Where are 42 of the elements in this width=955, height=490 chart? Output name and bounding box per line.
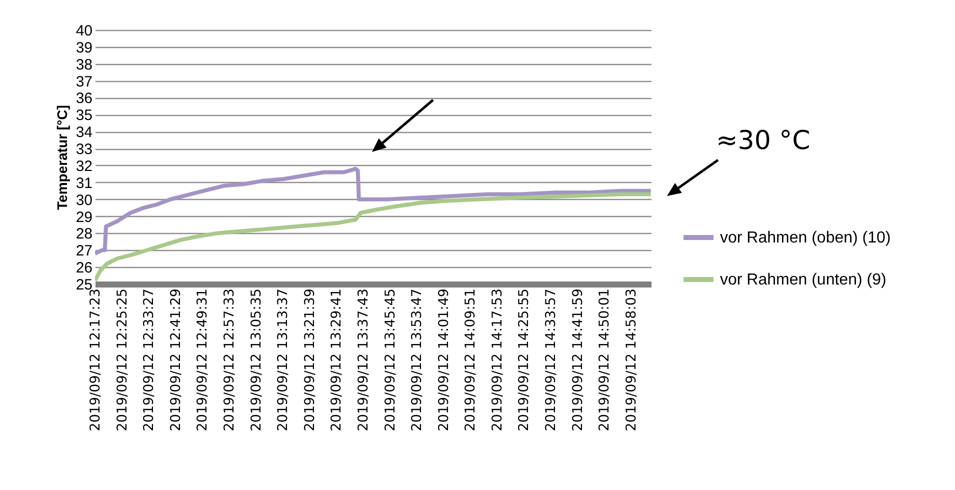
x-tick-label: 2019/09/12 12:33:27 [141,288,158,432]
x-tick-label: 2019/09/12 13:05:35 [248,288,264,432]
x-tick-label: 2019/09/12 14:33:57 [543,288,560,432]
text: ≈30 °C [716,126,810,156]
y-axis-title: Temperatur [°C] [54,105,70,210]
x-tick-label: 2019/09/12 12:57:33 [221,288,238,432]
y-tick-label: 26 [76,260,92,277]
x-tick-label: 2019/09/12 12:25:25 [114,288,130,432]
x-tick-label: 2019/09/12 14:25:55 [516,288,532,432]
y-tick-label: 35 [76,107,92,124]
x-tick-label: 2019/09/12 14:41:59 [570,288,586,432]
y-tick-label: 36 [76,90,92,108]
y-tick-label: 40 [76,22,92,40]
y-tick-label: 37 [76,73,92,90]
y-tick-label: 34 [76,124,92,142]
x-tick-label: 2019/09/12 14:09:51 [462,288,479,432]
y-tick-label: 31 [76,174,92,192]
x-tick-label: 2019/09/12 14:17:53 [489,288,506,432]
legend-label: vor Rahmen (unten) (9) [720,272,886,288]
x-tick-label: 2019/09/12 13:37:43 [355,288,372,432]
y-tick-label: 39 [76,39,92,56]
y-tick-label: 30 [76,192,92,209]
x-tick-label: 2019/09/12 12:41:29 [168,288,184,432]
y-tick-label: 27 [76,242,92,260]
x-tick-label: 2019/09/12 12:17:23 [88,288,104,432]
x-tick-label: 2019/09/12 13:53:47 [409,288,426,432]
legend-label: vor Rahmen (oben) (10) [720,230,891,246]
x-tick-label: 2019/09/12 14:01:49 [436,288,452,432]
y-tick-label: 33 [76,141,92,158]
line-series [95,192,651,283]
y-tick-label: 32 [76,158,92,175]
y-tick-label: 38 [76,56,92,74]
x-tick-label: 2019/09/12 14:58:03 [623,288,640,432]
x-tick-label: 2019/09/12 13:45:45 [382,288,398,432]
y-tick-label: 28 [76,226,92,243]
line-series [95,166,651,256]
y-tick-label: 29 [76,208,92,226]
x-tick-label: 2019/09/12 13:13:37 [275,288,292,432]
x-tick-label: 2019/09/12 13:21:39 [302,288,318,432]
x-tick-label: 2019/09/12 13:29:41 [328,288,345,432]
x-tick-label: 2019/09/12 14:50:01 [596,288,613,432]
x-tick-label: 2019/09/12 12:49:31 [194,288,211,432]
